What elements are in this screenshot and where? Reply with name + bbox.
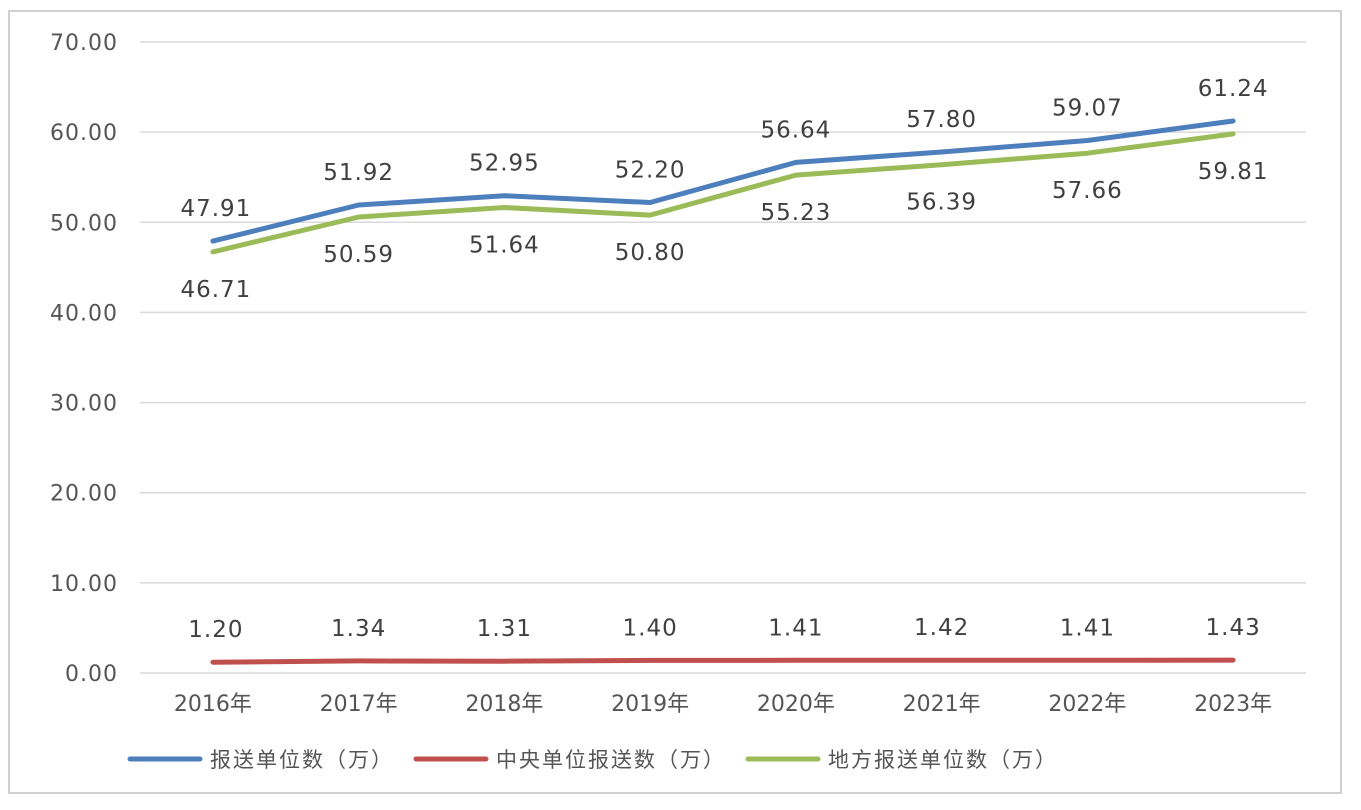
x-tick-label: 2021年: [903, 692, 981, 717]
y-axis-ticks: 0.00 10.00 20.00 30.00 40.00 50.00 60.00 70.00: [50, 31, 118, 687]
legend-label: 报送单位数（万）: [210, 748, 394, 772]
x-tick-label: 2016年: [174, 692, 252, 717]
x-tick-label: 2018年: [465, 692, 543, 717]
data-label: 1.20: [188, 617, 243, 643]
data-label: 59.07: [1052, 96, 1123, 122]
data-label: 51.64: [469, 233, 540, 259]
data-label: 1.40: [623, 615, 678, 641]
data-label: 56.39: [906, 190, 977, 216]
y-tick-label: 30.00: [50, 392, 118, 417]
series-line: [210, 131, 1236, 255]
data-label: 52.20: [615, 157, 686, 183]
y-tick-label: 40.00: [50, 301, 118, 326]
data-labels: 47.91 51.92 52.95 52.20 56.64 57.80 59.07 61.24…: [180, 76, 1269, 643]
data-label: 1.34: [331, 616, 386, 642]
data-label: 57.80: [906, 107, 977, 133]
series-line: [210, 657, 1236, 665]
x-tick-label: 2019年: [611, 692, 689, 717]
data-label: 1.41: [1060, 615, 1115, 641]
data-label: 61.24: [1198, 76, 1269, 102]
data-label: 1.42: [914, 615, 969, 641]
legend-label: 地方报送单位数（万）: [828, 748, 1058, 772]
data-label: 57.66: [1052, 178, 1123, 204]
data-label: 46.71: [180, 277, 251, 303]
data-label: 50.59: [323, 242, 394, 268]
data-label: 1.41: [768, 615, 823, 641]
data-label: 55.23: [760, 200, 831, 226]
legend-label: 中央单位报送数（万）: [496, 748, 726, 772]
legend: 报送单位数（万） 中央单位报送数（万） 地方报送单位数（万）: [127, 748, 1058, 772]
data-label: 1.43: [1206, 615, 1261, 641]
data-label: 56.64: [760, 117, 831, 143]
y-tick-label: 20.00: [50, 482, 118, 507]
data-label: 50.80: [615, 240, 686, 266]
y-tick-label: 0.00: [65, 662, 118, 687]
data-label: 59.81: [1198, 159, 1269, 185]
data-label: 1.31: [477, 616, 532, 642]
x-tick-label: 2017年: [320, 692, 398, 717]
series-lines: [210, 118, 1236, 665]
series-line: [210, 118, 1236, 244]
x-tick-label: 2023年: [1194, 692, 1272, 717]
x-tick-label: 2020年: [757, 692, 835, 717]
y-tick-label: 70.00: [50, 31, 118, 56]
gridlines: [140, 41, 1306, 674]
data-label: 47.91: [180, 196, 251, 222]
y-tick-label: 10.00: [50, 572, 118, 597]
y-tick-label: 60.00: [50, 121, 118, 146]
x-tick-label: 2022年: [1048, 692, 1126, 717]
data-label: 51.92: [323, 160, 394, 186]
data-label: 52.95: [469, 151, 540, 177]
y-tick-label: 50.00: [50, 211, 118, 236]
x-axis-ticks: 2016年 2017年 2018年 2019年 2020年 2021年 2022年 2023年: [174, 692, 1272, 717]
